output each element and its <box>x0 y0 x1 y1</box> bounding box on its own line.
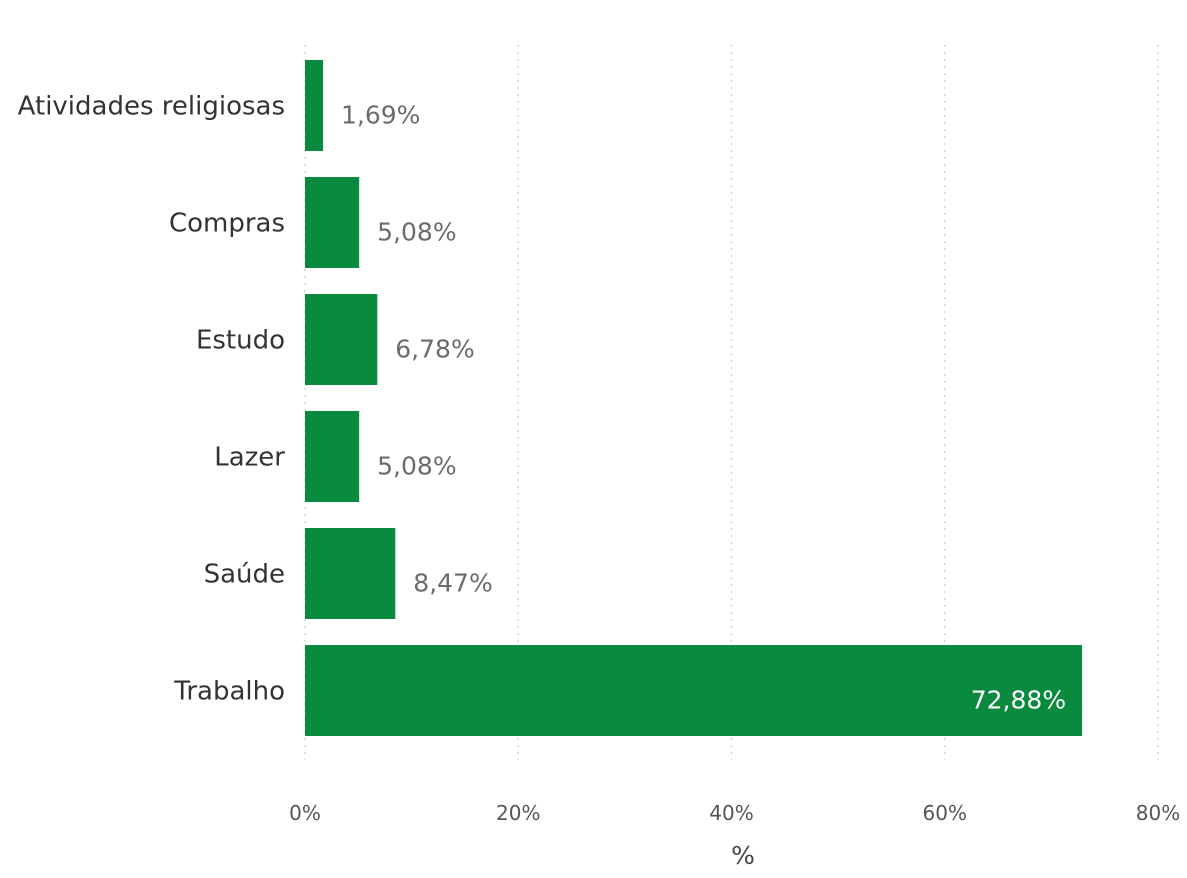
bars <box>305 60 1083 736</box>
data-label: 72,88% <box>971 686 1066 715</box>
bar-compras <box>305 177 360 268</box>
x-axis-ticks: 0% 20% 40% 60% 80% <box>289 801 1180 825</box>
x-tick-label: 20% <box>496 801 540 825</box>
data-label: 5,08% <box>377 452 456 481</box>
category-label: Compras <box>169 209 285 239</box>
x-tick-label: 40% <box>709 801 753 825</box>
data-label: 5,08% <box>377 218 456 247</box>
data-label: 8,47% <box>413 569 492 598</box>
category-label: Atividades religiosas <box>18 92 285 122</box>
bar-trabalho <box>305 645 1083 736</box>
x-tick-label: 60% <box>923 801 967 825</box>
data-label: 1,69% <box>341 101 420 130</box>
x-tick-label: 0% <box>289 801 321 825</box>
bar-atividades-religiosas <box>305 60 324 151</box>
category-label: Trabalho <box>173 677 285 707</box>
category-label: Lazer <box>214 443 285 473</box>
bar-estudo <box>305 294 378 385</box>
category-labels: Atividades religiosas Compras Estudo Lazer S… <box>18 92 286 707</box>
bar-lazer <box>305 411 360 502</box>
category-label: Saúde <box>204 560 285 590</box>
gridlines <box>304 45 1159 760</box>
data-label: 6,78% <box>395 335 474 364</box>
x-tick-label: 80% <box>1136 801 1180 825</box>
data-labels: 1,69% 5,08% 6,78% 5,08% 8,47% 72,88% <box>341 101 1066 715</box>
x-axis-title: % <box>731 841 755 870</box>
category-label: Estudo <box>196 326 285 356</box>
bar-saúde <box>305 528 396 619</box>
